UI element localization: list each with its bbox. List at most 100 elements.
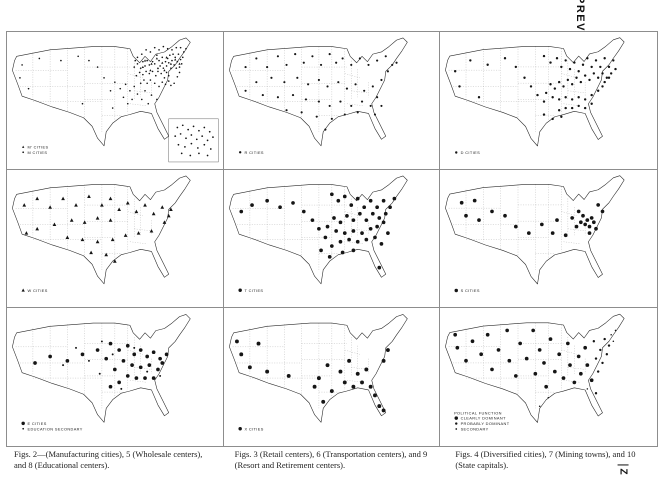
city-marker — [351, 384, 356, 389]
city-marker — [161, 81, 164, 83]
city-marker — [601, 72, 605, 75]
city-marker — [599, 348, 602, 352]
city-marker — [558, 80, 561, 84]
city-marker — [148, 72, 151, 75]
city-marker — [22, 145, 25, 148]
legend-label: E CITIES — [27, 421, 46, 426]
city-marker — [612, 340, 615, 343]
city-marker — [572, 380, 577, 385]
city-marker — [136, 231, 141, 235]
city-marker — [592, 72, 596, 75]
city-marker — [138, 348, 143, 352]
city-marker — [557, 352, 562, 357]
city-marker — [327, 254, 332, 259]
city-marker — [564, 106, 568, 110]
city-marker — [577, 70, 581, 73]
city-marker — [349, 203, 353, 207]
map-transportation-centers: T CITIES — [223, 170, 441, 308]
city-marker — [384, 55, 387, 58]
city-marker — [153, 82, 156, 85]
city-marker — [454, 70, 457, 73]
city-marker — [316, 226, 321, 231]
city-marker — [145, 354, 150, 359]
legend-label: M CITIES — [27, 150, 47, 155]
city-marker — [603, 57, 607, 60]
city-marker — [21, 421, 25, 426]
city-marker — [336, 81, 340, 84]
city-marker — [338, 369, 343, 374]
city-marker — [122, 96, 125, 99]
city-marker — [577, 354, 581, 359]
city-marker — [185, 137, 187, 140]
prev-button[interactable]: PREV — [574, 0, 587, 32]
city-marker — [163, 77, 166, 79]
city-marker — [254, 57, 258, 60]
city-marker — [140, 53, 143, 55]
city-marker — [172, 53, 174, 55]
map-educational-centers: E CITIES EDUCATION SECONDARY — [7, 308, 224, 446]
city-marker — [290, 201, 295, 205]
city-marker — [156, 367, 160, 372]
city-markers — [453, 328, 617, 408]
city-marker — [158, 49, 160, 51]
city-marker — [144, 65, 146, 67]
city-marker — [169, 62, 173, 65]
city-marker — [342, 380, 347, 385]
city-marker — [156, 66, 160, 70]
city-marker — [291, 94, 294, 97]
city-marker — [358, 57, 361, 60]
city-marker — [312, 384, 317, 389]
city-marker — [166, 213, 171, 218]
city-marker — [95, 216, 100, 220]
city-marker — [75, 346, 77, 349]
city-marker — [328, 104, 331, 107]
city-marker — [302, 61, 305, 64]
city-marker — [145, 49, 147, 51]
city-marker — [165, 65, 168, 67]
city-marker — [362, 89, 365, 92]
city-marker — [176, 126, 179, 129]
city-marker — [117, 380, 121, 385]
city-marker — [490, 367, 495, 372]
city-marker — [170, 84, 172, 87]
city-marker — [458, 85, 462, 88]
city-marker — [157, 70, 159, 73]
city-marker — [179, 58, 182, 61]
city-marker — [256, 341, 261, 346]
figure-grid: M' CITIES M CITIES R CITIES D CITIES W CI… — [6, 31, 658, 447]
city-marker — [574, 224, 579, 229]
city-marker — [549, 83, 553, 86]
city-marker — [367, 63, 370, 66]
city-marker — [319, 63, 322, 66]
city-marker — [586, 57, 589, 60]
city-marker — [372, 235, 377, 240]
city-marker — [608, 344, 611, 347]
city-marker — [351, 229, 355, 233]
city-marker — [203, 126, 206, 129]
city-marker — [77, 55, 79, 58]
city-marker — [346, 237, 351, 242]
city-marker — [142, 73, 144, 76]
city-marker — [112, 367, 117, 372]
city-marker — [542, 361, 547, 365]
city-marker — [553, 87, 557, 90]
city-marker — [147, 102, 150, 105]
city-marker — [156, 98, 158, 101]
city-marker — [455, 345, 460, 350]
city-marker — [48, 205, 52, 209]
city-marker — [21, 64, 23, 66]
inset-frame — [168, 118, 219, 163]
city-marker — [464, 358, 469, 363]
city-marker — [35, 226, 40, 231]
city-marker — [153, 46, 156, 49]
city-marker — [69, 218, 74, 222]
city-marker — [356, 111, 359, 114]
city-marker — [154, 74, 157, 77]
city-marker — [503, 213, 508, 218]
city-marker — [454, 416, 459, 420]
city-marker — [579, 371, 584, 376]
caption-left: Figs. 2—(Manufacturing cities), 5 (Whole… — [14, 449, 203, 470]
city-marker — [566, 341, 571, 346]
city-marker — [564, 59, 568, 62]
city-marker — [590, 378, 594, 383]
